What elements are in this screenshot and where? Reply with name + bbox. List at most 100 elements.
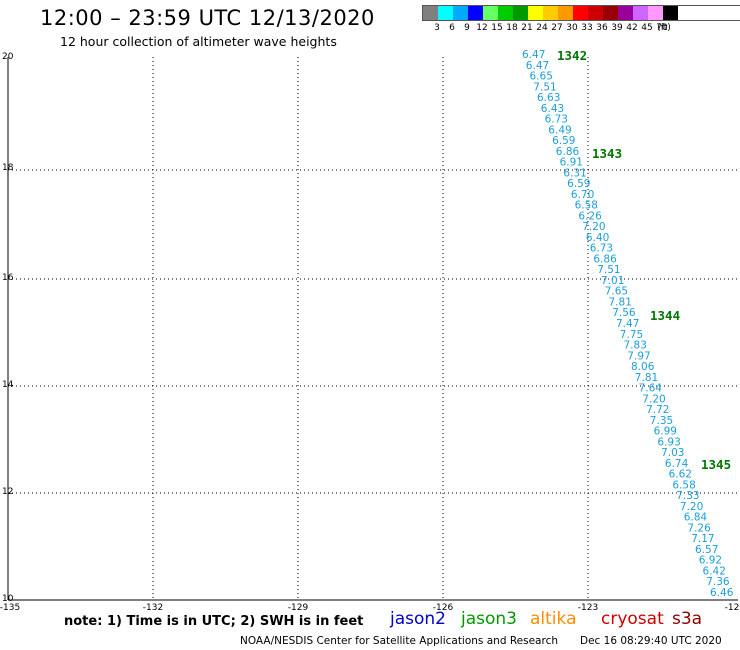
swh-value: 7.72 (646, 404, 669, 416)
longitude-label: -132 (142, 603, 164, 613)
swh-value: 6.91 (560, 157, 583, 169)
legend-swatch (453, 6, 468, 20)
latitude-label: 16 (2, 273, 14, 283)
swh-value: 7.26 (687, 522, 711, 534)
swh-value: 6.47 (522, 49, 545, 61)
swh-value: 6.59 (567, 178, 590, 190)
legend-swatch (588, 6, 603, 20)
swh-value: 6.63 (537, 92, 560, 104)
swh-value: 8.06 (631, 361, 655, 373)
legend-tick-label: 21 (521, 23, 533, 33)
swh-value: 7.35 (650, 415, 673, 427)
legend-tick-label: 42 (626, 23, 638, 33)
swh-value: 7.17 (691, 533, 714, 545)
swh-value: 7.51 (533, 81, 556, 93)
legend-tick-label: 12 (476, 23, 488, 33)
swh-value: 6.46 (710, 587, 734, 599)
swh-value: 6.31 (563, 167, 586, 179)
pass-number-label: 1342 (557, 48, 587, 63)
swh-value: 6.93 (657, 436, 680, 448)
swh-value: 7.20 (642, 393, 665, 405)
swh-value: 6.26 (578, 210, 602, 222)
legend-swatch (483, 6, 498, 20)
generation-timestamp: Dec 16 08:29:40 UTC 2020 (580, 635, 722, 647)
swh-value: 6.65 (530, 71, 553, 83)
swh-value: 7.01 (601, 275, 624, 287)
swh-value: 7.83 (624, 340, 647, 352)
legend-tick-labels: 3 6 9 12 15 18 21 24 27 30 33 36 39 42 45 70 (ft) (422, 21, 740, 35)
legend-swatch (648, 6, 663, 20)
swh-value: 6.86 (593, 253, 617, 265)
satellite-altika: altika (530, 609, 577, 629)
legend-swatch (618, 6, 633, 20)
legend-swatch (633, 6, 648, 20)
satellite-jason3: jason3 (461, 609, 517, 629)
legend-tick-label: 70 (656, 23, 668, 33)
satellite-s3a: s3a (672, 609, 703, 629)
latitude-label: 20 (2, 52, 14, 62)
swh-value: 7.97 (627, 350, 650, 362)
swh-value: 7.03 (661, 447, 684, 459)
legend-tick-label: 24 (536, 23, 548, 33)
latitude-label: 18 (2, 163, 14, 173)
legend-swatch (558, 6, 573, 20)
swh-value: 6.43 (541, 103, 564, 115)
legend-swatch (438, 6, 453, 20)
pass-labels: 1342 1343 1344 1345 (557, 48, 731, 472)
swh-value: 6.84 (684, 512, 708, 524)
swh-value: 6.73 (590, 243, 613, 255)
swh-value: 7.65 (605, 286, 628, 298)
legend-swatch (528, 6, 543, 20)
swh-value: 7.81 (635, 372, 658, 384)
pass-number-label: 1344 (650, 308, 680, 323)
latitude-label: 10 (2, 594, 14, 604)
longitude-label: -135 (0, 603, 21, 613)
swh-value: 6.58 (672, 479, 695, 491)
units-note: note: 1) Time is in UTC; 2) SWH is in fe… (64, 614, 364, 629)
swh-value: 7.36 (706, 576, 730, 588)
legend-tick-label: 39 (611, 23, 623, 33)
swh-value: 7.47 (616, 318, 639, 330)
credit-line: NOAA/NESDIS Center for Satellite Applica… (240, 635, 558, 647)
swh-value: 7.56 (612, 307, 636, 319)
swh-value: 6.59 (552, 135, 575, 147)
swh-value: 7.64 (639, 383, 663, 395)
swh-value: 6.40 (586, 232, 609, 244)
swh-value: 7.51 (597, 264, 620, 276)
swh-value: 6.58 (575, 200, 598, 212)
swh-value: 7.20 (680, 501, 703, 513)
swh-value: 7.33 (676, 490, 699, 502)
legend-swatch (543, 6, 558, 20)
swh-value: 6.49 (548, 124, 571, 136)
swh-value: 7.75 (620, 329, 643, 341)
longitude-label: -123 (577, 603, 599, 613)
legend-tick-label: (ft) (657, 23, 671, 33)
page-subtitle: 12 hour collection of altimeter wave hei… (60, 34, 337, 49)
pass-number-label: 1345 (701, 457, 731, 472)
swh-value: 6.86 (556, 146, 580, 158)
wave-height-legend: 3 6 9 12 15 18 21 24 27 30 33 36 39 42 45 70 (ft) (422, 5, 740, 35)
legend-tick-label: 27 (551, 23, 563, 33)
legend-swatch (498, 6, 513, 20)
swh-value: 6.92 (699, 555, 722, 567)
legend-tick-label: 6 (449, 23, 455, 33)
legend-swatch (468, 6, 483, 20)
latitude-label: 12 (2, 487, 14, 497)
legend-tick-label: 15 (491, 23, 503, 33)
legend-tick-label: 18 (506, 23, 518, 33)
altimeter-track: 6.476.476.657.516.636.436.736.496.596.86… (522, 49, 734, 599)
legend-tick-label: 36 (596, 23, 608, 33)
swh-value: 6.57 (695, 544, 718, 556)
swh-value: 6.47 (526, 60, 549, 72)
legend-tick-label: 45 (641, 23, 653, 33)
longitude-label: -126 (432, 603, 454, 613)
legend-tick-label: 3 (434, 23, 440, 33)
legend-swatch (663, 6, 678, 20)
satellite-cryosat: cryosat (601, 609, 664, 629)
swh-value: 7.81 (609, 297, 632, 309)
swh-value: 6.62 (669, 469, 692, 481)
legend-color-bar (422, 5, 740, 21)
legend-tick-label: 33 (581, 23, 593, 33)
swh-value: 6.42 (703, 566, 726, 578)
